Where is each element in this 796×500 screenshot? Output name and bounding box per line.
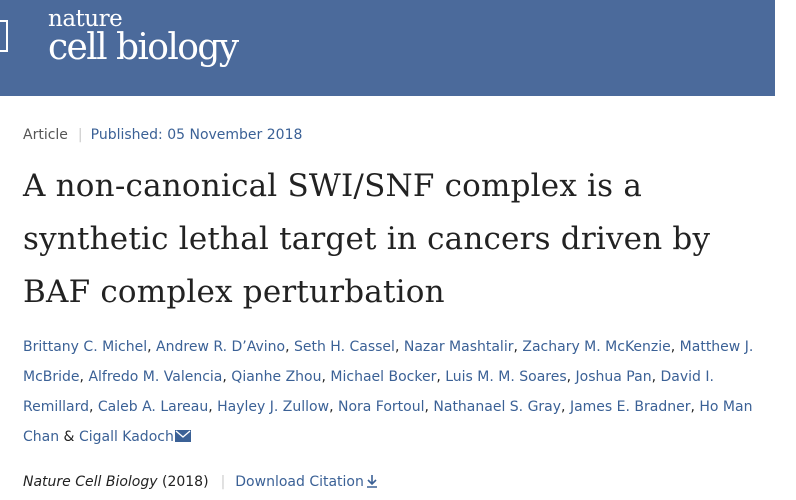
logo-nature-text: nature — [48, 6, 123, 32]
author-item: Nora Fortoul, — [338, 399, 433, 415]
download-citation-label: Download Citation — [235, 474, 364, 490]
author-link[interactable]: Ho Man Chan — [23, 399, 753, 445]
author-separator: , — [690, 399, 700, 415]
author-link[interactable]: James E. Bradner — [569, 399, 691, 415]
author-link[interactable]: Matthew J. McBride — [23, 339, 754, 385]
author-link[interactable]: Qianhe Zhou — [231, 369, 322, 385]
author-item: Hayley J. Zullow, — [217, 399, 338, 415]
article-title: A non-canonical SWI/SNF complex is a syn… — [23, 168, 711, 310]
author-item: Caleb A. Lareau, — [98, 399, 217, 415]
mail-icon[interactable] — [174, 430, 191, 442]
author-item: Cigall Kadoch — [79, 429, 191, 445]
author-link[interactable]: Alfredo M. Valencia — [88, 369, 223, 385]
author-item: Qianhe Zhou, — [231, 369, 330, 385]
article-meta: Article | Published: 05 November 2018 — [23, 125, 302, 145]
author-link[interactable]: Cigall Kadoch — [78, 429, 174, 445]
author-link[interactable]: Joshua Pan — [575, 369, 652, 385]
author-separator: , — [513, 339, 523, 355]
author-separator: , — [321, 369, 331, 385]
author-separator: , — [147, 339, 157, 355]
citation-row: Nature Cell Biology (2018) | Download Cita… — [23, 472, 378, 492]
author-separator: , — [285, 339, 294, 355]
author-separator: , — [566, 369, 576, 385]
author-separator: , — [222, 369, 232, 385]
author-item: Luis M. M. Soares, — [445, 369, 575, 385]
author-link[interactable]: Michael Bocker — [330, 369, 437, 385]
journal-name: Nature Cell Biology — [23, 474, 158, 490]
author-item: Seth H. Cassel, — [294, 339, 404, 355]
author-link[interactable]: Seth H. Cassel — [293, 339, 395, 355]
author-item: Alfredo M. Valencia, — [88, 369, 231, 385]
journal-logo[interactable]: nature cell biology — [48, 6, 239, 68]
logo-journal-text: cell biology — [48, 27, 239, 68]
author-item: James E. Bradner, — [570, 399, 699, 415]
author-item: Zachary M. McKenzie, — [522, 339, 679, 355]
author-item: Joshua Pan, — [576, 369, 661, 385]
author-link[interactable]: Zachary M. McKenzie — [522, 339, 671, 355]
author-separator: , — [436, 369, 446, 385]
author-link[interactable]: Nora Fortoul — [337, 399, 425, 415]
author-item: Ho Man Chan & — [23, 399, 752, 445]
author-link[interactable]: David I. Remillard — [23, 369, 714, 415]
author-item: Michael Bocker, — [330, 369, 445, 385]
author-item: David I. Remillard, — [23, 369, 714, 415]
author-link[interactable]: Nazar Mashtalir — [403, 339, 514, 355]
author-separator: , — [89, 399, 98, 415]
published-date: Published: 05 November 2018 — [90, 127, 303, 143]
author-link[interactable]: Hayley J. Zullow — [217, 399, 330, 415]
author-separator: , — [79, 369, 89, 385]
publication-year: (2018) — [162, 474, 209, 490]
author-link[interactable]: Nathanael S. Gray — [433, 399, 562, 415]
author-item: Matthew J. McBride, — [23, 339, 753, 385]
author-separator: , — [208, 399, 218, 415]
author-separator: , — [651, 369, 661, 385]
author-separator: , — [424, 399, 434, 415]
author-separator: , — [561, 399, 570, 415]
author-item: Nazar Mashtalir, — [404, 339, 523, 355]
journal-header: nature cell biology — [0, 0, 775, 96]
menu-edge-icon[interactable] — [0, 20, 8, 52]
author-list: Brittany C. Michel, Andrew R. D’Avino, S… — [23, 332, 783, 452]
download-citation-link[interactable]: Download Citation — [235, 474, 378, 490]
citation-separator: | — [220, 474, 226, 490]
author-separator: , — [670, 339, 680, 355]
author-separator: , — [329, 399, 338, 415]
author-item: Nathanael S. Gray, — [433, 399, 570, 415]
author-item: Andrew R. D’Avino, — [156, 339, 294, 355]
author-link[interactable]: Luis M. M. Soares — [445, 369, 567, 385]
author-items: Brittany C. Michel, Andrew R. D’Avino, S… — [23, 339, 753, 445]
author-item: Brittany C. Michel, — [23, 339, 156, 355]
meta-separator: | — [77, 127, 83, 143]
author-link[interactable]: Caleb A. Lareau — [97, 399, 209, 415]
author-separator: & — [59, 429, 79, 445]
author-link[interactable]: Andrew R. D’Avino — [156, 339, 286, 355]
download-icon — [366, 475, 377, 488]
author-link[interactable]: Brittany C. Michel — [23, 339, 148, 355]
author-separator: , — [394, 339, 404, 355]
article-type: Article — [23, 127, 68, 143]
